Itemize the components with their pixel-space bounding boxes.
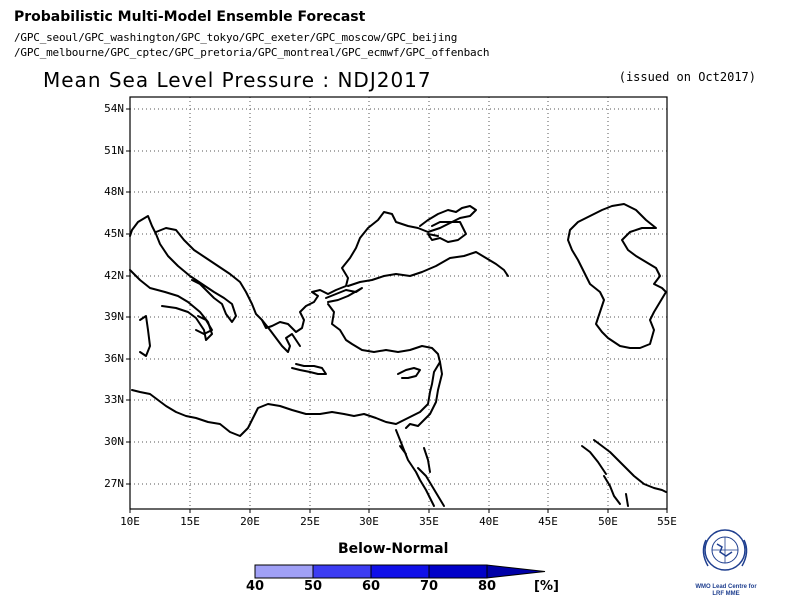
axis-ticks [126,108,668,513]
colorbar-bin-60-70 [370,564,430,579]
lat-label: 42N [104,269,124,282]
colorbar [254,564,546,579]
colorbar-label: 80 [477,579,497,594]
coast-levant [405,361,443,429]
lon-label: 35E [419,515,439,528]
coast-crete [291,363,327,375]
lon-label: 55E [657,515,677,528]
coast-crimea [419,205,477,227]
coast-persian-gulf [593,439,667,507]
lat-label: 39N [104,310,124,323]
lat-label: 33N [104,393,124,406]
coast-cyprus [397,367,421,379]
lat-label: 48N [104,185,124,198]
coastlines [129,203,667,507]
logo-caption-1: WMO Lead Centre for [695,584,757,590]
lat-label: 30N [104,435,124,448]
colorbar-unit: [%] [534,579,559,594]
map-title: Mean Sea Level Pressure : NDJ2017 [43,68,432,92]
colorbar-bin-80-plus [486,564,546,579]
coast-iraq [581,445,607,475]
lat-label: 36N [104,352,124,365]
map-frame [129,96,668,510]
grid-lines [130,97,667,509]
lon-label: 30E [359,515,379,528]
coast-red-sea [417,467,445,507]
forecast-title: Probabilistic Multi-Model Ensemble Forec… [14,9,366,25]
lat-label: 54N [104,102,124,115]
models-line-1: /GPC_seoul/GPC_washington/GPC_tokyo/GPC_… [14,31,458,44]
coast-greece-peninsula [261,319,301,353]
colorbar-bin-40-50 [254,564,314,579]
colorbar-label: 70 [419,579,439,594]
coast-black-sea [347,251,509,287]
logo-caption-2: LRF MME [712,591,740,597]
lon-label: 15E [180,515,200,528]
colorbar-bin-50-60 [312,564,372,579]
legend-title: Below-Normal [338,541,449,557]
lon-label: 40E [479,515,499,528]
colorbar-label: 40 [245,579,265,594]
lon-label: 25E [300,515,320,528]
coast-sardinia [139,315,151,357]
lat-label: 27N [104,477,124,490]
lon-label: 45E [538,515,558,528]
lon-label: 50E [598,515,618,528]
colorbar-label: 60 [361,579,381,594]
coast-marmara [325,287,363,303]
models-line-2: /GPC_melbourne/GPC_cptec/GPC_pretoria/GP… [14,46,490,59]
lon-label: 10E [120,515,140,528]
wmo-logo-icon [702,529,748,571]
colorbar-label: 50 [303,579,323,594]
coast-anatolia [131,303,441,437]
coast-caspian [567,203,667,349]
coast-egypt [395,429,435,507]
issued-date: (issued on Oct2017) [618,70,756,84]
lat-label: 51N [104,144,124,157]
lon-label: 20E [240,515,260,528]
coast-sicily [195,315,213,335]
colorbar-bin-70-80 [428,564,488,579]
lat-label: 45N [104,227,124,240]
